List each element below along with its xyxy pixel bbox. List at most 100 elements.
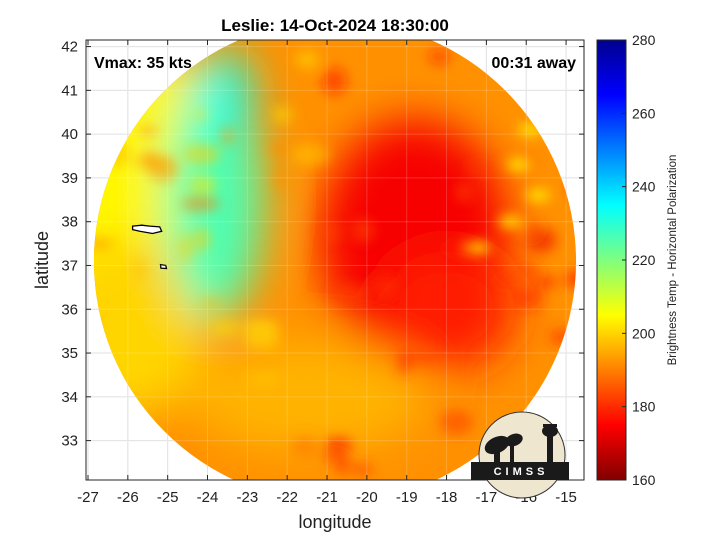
texture-blob [208,319,242,338]
texture-blob [193,227,210,252]
texture-blob [272,164,292,192]
texture-blob [534,277,559,287]
x-tick-label: -23 [237,489,259,506]
texture-streak [498,215,523,228]
texture-blob [441,240,471,256]
texture-blob [295,49,320,69]
colorbar [596,39,627,481]
texture-blob [565,270,577,288]
colorbar-tick-label: 240 [632,179,656,195]
texture-blob [397,349,412,375]
x-axis-label: longitude [298,512,371,532]
y-tick-label: 39 [61,170,78,187]
texture-blob [133,154,173,169]
y-tick-label: 42 [61,39,78,56]
texture-blob [322,67,347,95]
texture-blob [439,409,473,435]
colorbar-ticks: 160 180 200 220 240 260 280 [622,32,656,488]
texture-blob [454,184,474,202]
x-tick-label: -25 [157,489,179,506]
y-tick-label: 37 [61,257,78,274]
texture-blob [220,127,235,146]
texture-blob [465,163,494,174]
texture-blob [428,49,450,65]
time-offset-annotation: 00:31 away [491,55,576,72]
texture-blob [242,319,281,333]
y-tick-label: 38 [61,214,78,231]
texture-blob [522,221,540,239]
y-tick-label: 33 [61,433,78,450]
texture-blob [493,275,514,289]
texture-blob [183,144,221,165]
texture-blob [323,437,353,454]
texture-blob [193,109,207,120]
x-tick-label: -24 [197,489,219,506]
x-tick-label: -20 [356,489,378,506]
colorbar-tick-label: 220 [632,252,656,268]
texture-blob [267,141,294,159]
x-tick-label: -15 [555,489,577,506]
vmax-annotation: Vmax: 35 kts [94,55,192,72]
texture-blob [134,258,147,282]
x-tick-label: -18 [436,489,458,506]
texture-blob [291,436,320,458]
land-outlines [131,224,168,270]
region-warm-band-north [193,49,254,140]
texture-blob [93,238,115,250]
y-tick-label: 36 [61,301,78,318]
colorbar-tick-label: 280 [632,32,656,48]
y-tick-label: 35 [61,345,78,362]
logo-dish-icon [484,433,523,462]
texture-blob [138,126,159,136]
land-santa-maria [159,263,168,270]
land-sao-miguel [131,224,163,235]
texture-streak [506,158,531,171]
colorbar-tick-label: 160 [632,472,656,488]
texture-blob [333,453,351,476]
texture-blob [272,106,294,123]
texture-blob [320,224,340,242]
texture-streak [466,241,491,254]
colorbar-tick-label: 180 [632,399,656,415]
texture-blob [511,264,541,281]
logo-tower-icon [542,424,558,464]
colorbar-tick-label: 260 [632,105,656,121]
colorbar-tick-label: 200 [632,325,656,341]
region-warm-west-south [93,236,206,417]
colorbar-label: Brightness Temp - Horizontal Polarizatio… [667,155,679,366]
texture-blob [242,328,281,349]
y-tick-label: 34 [61,389,78,406]
y-axis-label: latitude [32,231,52,289]
logo-text: CIMSS [494,466,549,478]
texture-blob [351,218,375,243]
x-tick-label: -22 [276,489,298,506]
texture-blob [246,373,281,385]
texture-blob [181,195,220,212]
x-tick-label: -26 [117,489,139,506]
x-tick-label: -27 [77,489,99,506]
texture-blob [351,463,374,476]
x-tick-label: -19 [396,489,418,506]
region-cold-core-south [376,249,517,370]
x-tick-label: -21 [316,489,338,506]
x-tick-label: -17 [476,489,498,506]
texture-streak [526,189,551,202]
texture-blob [330,283,368,306]
texture-blob [200,298,222,308]
logo-banner [471,462,569,480]
chart-title: Leslie: 14-Oct-2024 18:30:00 [221,16,449,35]
texture-blob [179,234,192,262]
region-mid-south [187,341,428,452]
cimss-logo: CIMSS [471,411,569,499]
plot-frame [85,39,585,481]
y-tick-label: 40 [61,126,78,143]
texture-blob [126,297,150,307]
y-axis-ticks: 33 34 35 36 37 38 39 40 41 42 [61,39,584,450]
texture-blob [371,273,399,300]
texture-blob [291,143,330,167]
texture-blob [189,175,217,194]
brightness-temp-swath [93,40,577,480]
y-tick-label: 41 [61,82,78,99]
texture-blob [511,285,544,309]
